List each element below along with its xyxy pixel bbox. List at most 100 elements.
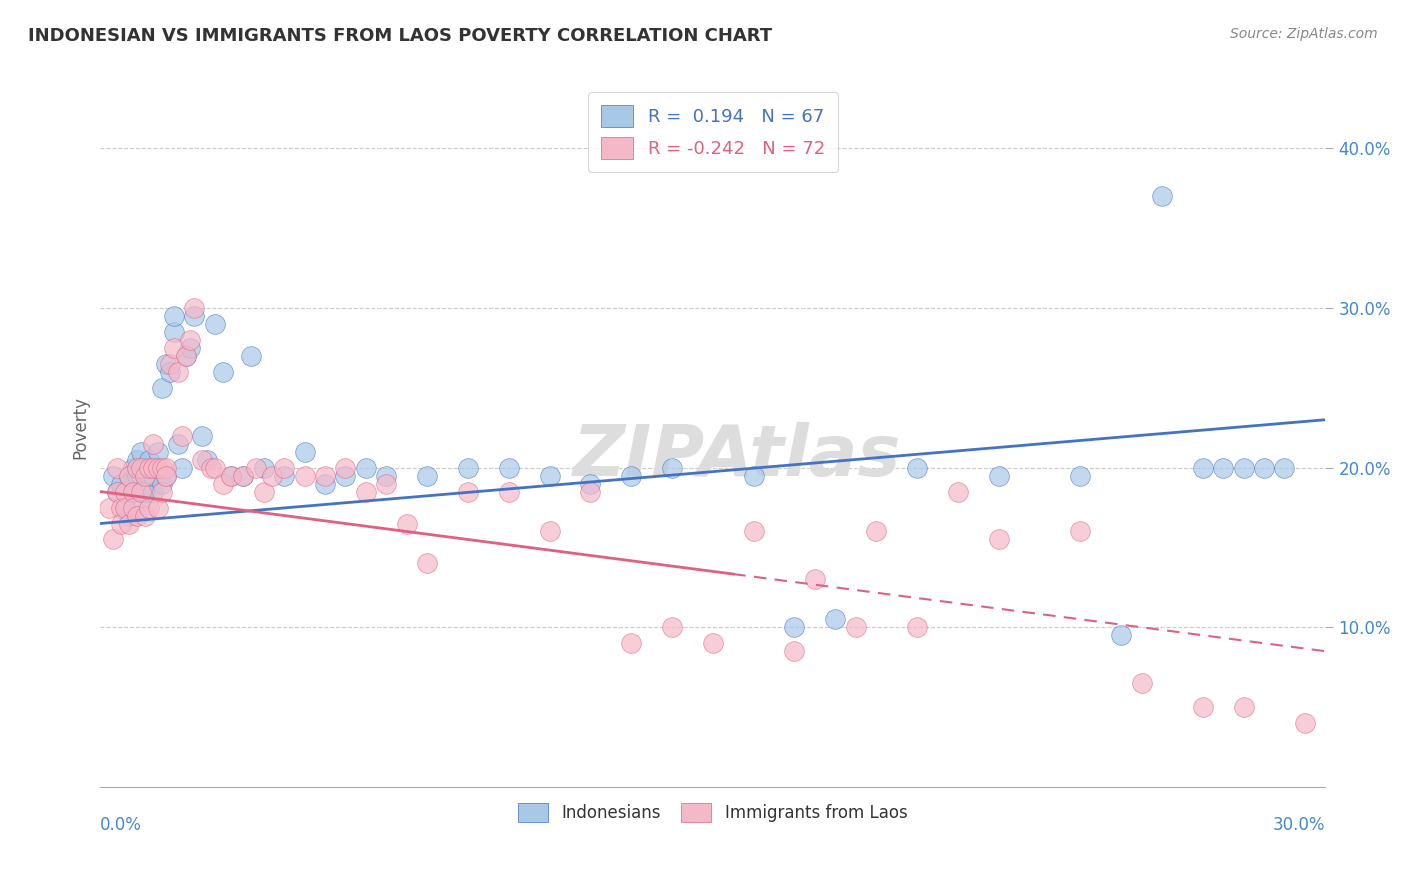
Point xyxy=(824,612,846,626)
Point xyxy=(167,365,190,379)
Point xyxy=(159,365,181,379)
Point xyxy=(122,500,145,515)
Point xyxy=(946,484,969,499)
Point xyxy=(219,468,242,483)
Point xyxy=(1150,189,1173,203)
Point xyxy=(232,468,254,483)
Point xyxy=(179,333,201,347)
Point xyxy=(101,533,124,547)
Point xyxy=(110,516,132,531)
Point xyxy=(118,468,141,483)
Point xyxy=(219,468,242,483)
Point xyxy=(129,444,152,458)
Point xyxy=(118,508,141,523)
Point xyxy=(183,309,205,323)
Point xyxy=(127,452,149,467)
Point xyxy=(142,460,165,475)
Point xyxy=(1253,460,1275,475)
Point xyxy=(118,516,141,531)
Point xyxy=(905,460,928,475)
Point xyxy=(204,460,226,475)
Point xyxy=(114,500,136,515)
Point xyxy=(1191,460,1213,475)
Point xyxy=(174,349,197,363)
Point xyxy=(294,468,316,483)
Point xyxy=(204,317,226,331)
Point xyxy=(905,620,928,634)
Point xyxy=(138,500,160,515)
Point xyxy=(129,492,152,507)
Point xyxy=(155,468,177,483)
Point xyxy=(273,468,295,483)
Point xyxy=(114,500,136,515)
Point xyxy=(1069,524,1091,539)
Point xyxy=(146,500,169,515)
Point xyxy=(163,309,186,323)
Point xyxy=(163,325,186,339)
Point xyxy=(260,468,283,483)
Point xyxy=(167,436,190,450)
Point xyxy=(375,476,398,491)
Point xyxy=(354,484,377,499)
Point xyxy=(138,468,160,483)
Point xyxy=(134,468,156,483)
Point xyxy=(1069,468,1091,483)
Point xyxy=(783,620,806,634)
Point xyxy=(101,468,124,483)
Point xyxy=(1274,460,1296,475)
Point xyxy=(457,460,479,475)
Point xyxy=(138,452,160,467)
Point xyxy=(1109,628,1132,642)
Point xyxy=(127,460,149,475)
Point xyxy=(138,460,160,475)
Point xyxy=(579,476,602,491)
Point xyxy=(155,468,177,483)
Point xyxy=(987,468,1010,483)
Point xyxy=(253,460,276,475)
Point xyxy=(159,357,181,371)
Point xyxy=(294,444,316,458)
Point xyxy=(245,460,267,475)
Point xyxy=(134,460,156,475)
Point xyxy=(240,349,263,363)
Point xyxy=(783,644,806,658)
Point xyxy=(150,381,173,395)
Point xyxy=(163,341,186,355)
Point xyxy=(804,573,827,587)
Point xyxy=(129,460,152,475)
Point xyxy=(191,428,214,442)
Point xyxy=(579,484,602,499)
Point xyxy=(127,468,149,483)
Point xyxy=(987,533,1010,547)
Point xyxy=(122,484,145,499)
Point xyxy=(146,460,169,475)
Point xyxy=(122,460,145,475)
Point xyxy=(110,476,132,491)
Point xyxy=(335,468,357,483)
Point xyxy=(742,524,765,539)
Point xyxy=(620,468,643,483)
Point xyxy=(142,436,165,450)
Point xyxy=(232,468,254,483)
Point xyxy=(110,500,132,515)
Point xyxy=(314,468,336,483)
Y-axis label: Poverty: Poverty xyxy=(72,396,89,459)
Point xyxy=(845,620,868,634)
Point xyxy=(146,444,169,458)
Point xyxy=(498,460,520,475)
Point xyxy=(211,476,233,491)
Text: INDONESIAN VS IMMIGRANTS FROM LAOS POVERTY CORRELATION CHART: INDONESIAN VS IMMIGRANTS FROM LAOS POVER… xyxy=(28,27,772,45)
Point xyxy=(105,460,128,475)
Text: 0.0%: 0.0% xyxy=(100,815,142,834)
Point xyxy=(97,500,120,515)
Text: 30.0%: 30.0% xyxy=(1272,815,1326,834)
Point xyxy=(1233,460,1256,475)
Point xyxy=(354,460,377,475)
Point xyxy=(335,460,357,475)
Point xyxy=(195,452,218,467)
Point xyxy=(314,476,336,491)
Point xyxy=(416,557,439,571)
Point xyxy=(1233,700,1256,714)
Point xyxy=(498,484,520,499)
Point xyxy=(375,468,398,483)
